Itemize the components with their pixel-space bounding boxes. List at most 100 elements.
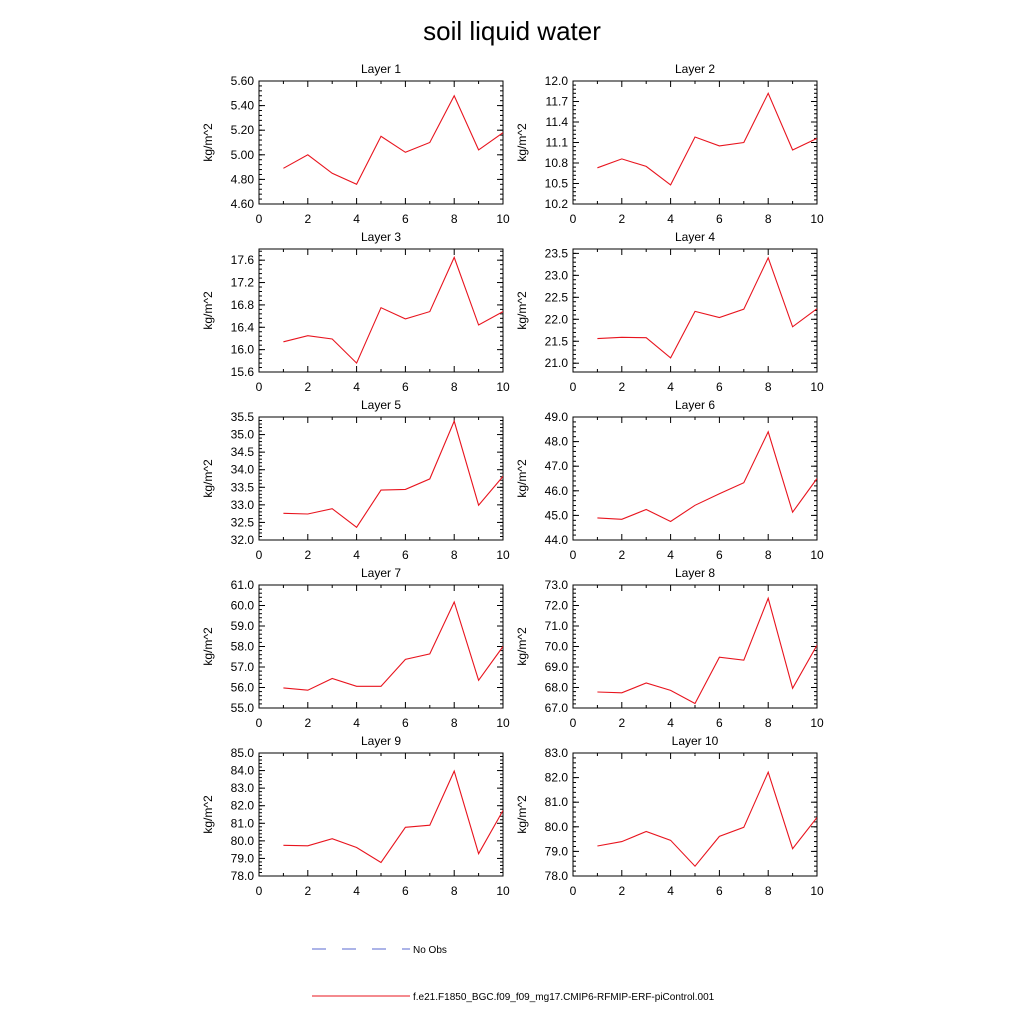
series-line xyxy=(283,769,503,864)
y-tick-label: 81.0 xyxy=(545,795,569,809)
y-tick-label: 57.0 xyxy=(231,660,255,674)
x-tick-label: 4 xyxy=(353,716,360,730)
y-tick-label: 84.0 xyxy=(231,764,255,778)
x-tick-label: 10 xyxy=(810,548,824,562)
x-tick-label: 8 xyxy=(765,884,772,898)
y-tick-label: 21.5 xyxy=(545,334,569,348)
figure-title: soil liquid water xyxy=(423,16,601,46)
y-tick-label: 56.0 xyxy=(231,681,255,695)
panel-title: Layer 4 xyxy=(675,230,715,244)
y-tick-label: 79.0 xyxy=(231,851,255,865)
y-tick-label: 55.0 xyxy=(231,701,255,715)
series-line xyxy=(283,94,503,186)
y-tick-label: 59.0 xyxy=(231,619,255,633)
panel-title: Layer 8 xyxy=(675,566,715,580)
plot-frame xyxy=(258,80,504,205)
plot-frame xyxy=(258,752,504,877)
y-tick-label: 85.0 xyxy=(231,746,255,760)
y-tick-label: 83.0 xyxy=(545,746,569,760)
panel-title: Layer 1 xyxy=(361,62,401,76)
y-tick-label: 35.5 xyxy=(231,410,255,424)
y-axis-label: kg/m^2 xyxy=(201,123,215,162)
y-tick-label: 16.8 xyxy=(231,298,255,312)
x-tick-label: 10 xyxy=(496,716,510,730)
x-tick-label: 8 xyxy=(765,380,772,394)
x-tick-label: 2 xyxy=(304,884,311,898)
y-axis-label: kg/m^2 xyxy=(201,795,215,834)
x-tick-label: 0 xyxy=(256,380,263,394)
y-tick-label: 73.0 xyxy=(545,578,569,592)
series-line xyxy=(597,430,817,523)
y-tick-label: 82.0 xyxy=(545,771,569,785)
x-tick-label: 4 xyxy=(667,884,674,898)
x-tick-label: 10 xyxy=(496,380,510,394)
x-tick-label: 2 xyxy=(304,716,311,730)
y-axis-label: kg/m^2 xyxy=(201,459,215,498)
x-tick-label: 4 xyxy=(667,212,674,226)
x-tick-label: 8 xyxy=(451,716,458,730)
series-line xyxy=(597,596,817,705)
x-tick-label: 8 xyxy=(765,548,772,562)
y-tick-label: 44.0 xyxy=(545,533,569,547)
y-tick-label: 23.5 xyxy=(545,246,569,260)
x-tick-label: 0 xyxy=(256,716,263,730)
x-tick-label: 0 xyxy=(570,884,577,898)
y-tick-label: 33.5 xyxy=(231,480,255,494)
x-tick-label: 4 xyxy=(667,716,674,730)
y-tick-label: 32.0 xyxy=(231,533,255,547)
x-tick-label: 6 xyxy=(716,884,723,898)
x-tick-label: 10 xyxy=(810,212,824,226)
x-tick-label: 8 xyxy=(451,212,458,226)
y-tick-label: 61.0 xyxy=(231,578,255,592)
x-tick-label: 8 xyxy=(765,212,772,226)
panel-layer-9: Layer 9 0 2 4 6 8 10 78.0 79.0 80.0 81.0 82.0 83.0 84… xyxy=(201,734,510,898)
x-tick-label: 4 xyxy=(353,548,360,562)
y-axis-label: kg/m^2 xyxy=(515,795,529,834)
y-tick-label: 33.0 xyxy=(231,498,255,512)
x-tick-label: 10 xyxy=(496,884,510,898)
y-tick-label: 80.0 xyxy=(545,820,569,834)
x-tick-label: 2 xyxy=(618,884,625,898)
y-axis-label: kg/m^2 xyxy=(515,291,529,330)
y-tick-label: 11.7 xyxy=(546,95,569,109)
y-tick-label: 10.2 xyxy=(545,197,569,211)
y-tick-label: 60.0 xyxy=(231,599,255,613)
x-tick-label: 6 xyxy=(402,212,409,226)
x-tick-label: 6 xyxy=(716,212,723,226)
x-tick-label: 6 xyxy=(402,548,409,562)
y-axis-label: kg/m^2 xyxy=(515,627,529,666)
y-tick-label: 67.0 xyxy=(545,701,569,715)
y-axis-label: kg/m^2 xyxy=(515,123,529,162)
x-tick-label: 0 xyxy=(256,212,263,226)
y-tick-label: 79.0 xyxy=(545,844,569,858)
series-line xyxy=(283,255,503,365)
y-tick-label: 83.0 xyxy=(231,781,255,795)
x-tick-label: 6 xyxy=(402,380,409,394)
panel-title: Layer 6 xyxy=(675,398,715,412)
plot-frame xyxy=(572,752,818,877)
series-line xyxy=(283,419,503,529)
y-tick-label: 80.0 xyxy=(231,834,255,848)
x-tick-label: 6 xyxy=(402,716,409,730)
x-tick-label: 2 xyxy=(304,212,311,226)
y-tick-label: 71.0 xyxy=(545,619,569,633)
x-tick-label: 0 xyxy=(256,548,263,562)
panel-title: Layer 10 xyxy=(672,734,719,748)
y-tick-label: 10.8 xyxy=(545,156,569,170)
panel-title: Layer 9 xyxy=(361,734,401,748)
y-axis-label: kg/m^2 xyxy=(201,291,215,330)
y-tick-label: 47.0 xyxy=(545,459,569,473)
x-tick-label: 4 xyxy=(353,380,360,394)
y-tick-label: 34.5 xyxy=(231,445,255,459)
x-tick-label: 10 xyxy=(810,716,824,730)
x-tick-label: 10 xyxy=(496,212,510,226)
x-tick-label: 0 xyxy=(570,380,577,394)
y-tick-label: 4.60 xyxy=(231,197,255,211)
plot-frame xyxy=(258,416,504,541)
y-tick-label: 16.4 xyxy=(231,320,255,334)
x-tick-label: 4 xyxy=(353,212,360,226)
y-tick-label: 34.0 xyxy=(231,463,255,477)
y-tick-label: 5.40 xyxy=(231,99,255,113)
x-tick-label: 0 xyxy=(256,884,263,898)
